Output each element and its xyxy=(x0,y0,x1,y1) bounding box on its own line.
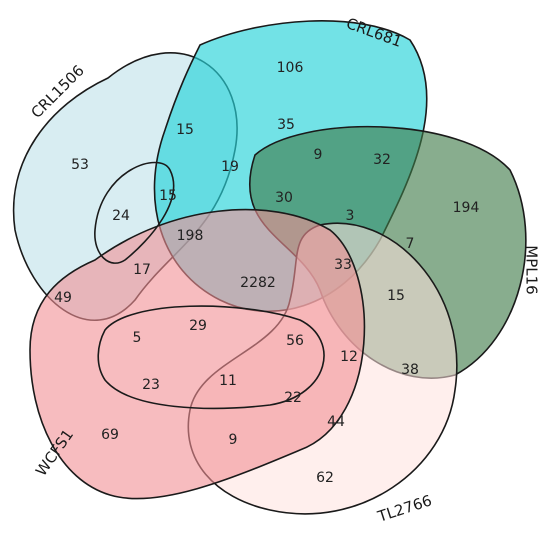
region-count: 194 xyxy=(453,200,480,216)
region-count: 33 xyxy=(334,257,352,273)
region-count: 49 xyxy=(54,290,72,306)
set-shape-wcfs1 xyxy=(29,208,366,500)
region-count: 53 xyxy=(71,157,89,173)
region-count: 9 xyxy=(229,432,238,448)
region-count: 38 xyxy=(401,362,419,378)
region-count: 7 xyxy=(406,236,415,252)
region-count: 2282 xyxy=(240,275,276,291)
region-count: 198 xyxy=(177,228,204,244)
region-count: 15 xyxy=(176,122,194,138)
inner-lobe-shape xyxy=(94,161,175,264)
region-count: 22 xyxy=(284,390,302,406)
region-count: 35 xyxy=(277,117,295,133)
inner-lobe-shape xyxy=(97,305,325,410)
set-label-mpl16: MPL16 xyxy=(523,245,541,294)
region-count: 24 xyxy=(112,208,130,224)
region-count: 9 xyxy=(314,147,323,163)
region-count: 62 xyxy=(316,470,334,486)
region-count: 15 xyxy=(387,288,405,304)
region-count: 29 xyxy=(189,318,207,334)
region-count: 106 xyxy=(277,60,304,76)
region-count: 3 xyxy=(346,208,355,224)
region-count: 56 xyxy=(286,333,304,349)
region-count: 12 xyxy=(340,349,358,365)
region-count: 23 xyxy=(142,377,160,393)
region-count: 11 xyxy=(219,373,237,389)
region-count: 17 xyxy=(133,262,151,278)
region-count: 30 xyxy=(275,190,293,206)
region-count: 5 xyxy=(133,330,142,346)
region-count: 19 xyxy=(221,159,239,175)
region-count: 15 xyxy=(159,188,177,204)
region-count: 69 xyxy=(101,427,119,443)
region-count: 32 xyxy=(373,152,391,168)
region-count: 44 xyxy=(327,414,345,430)
set-label-tl2766: TL2766 xyxy=(375,491,434,526)
